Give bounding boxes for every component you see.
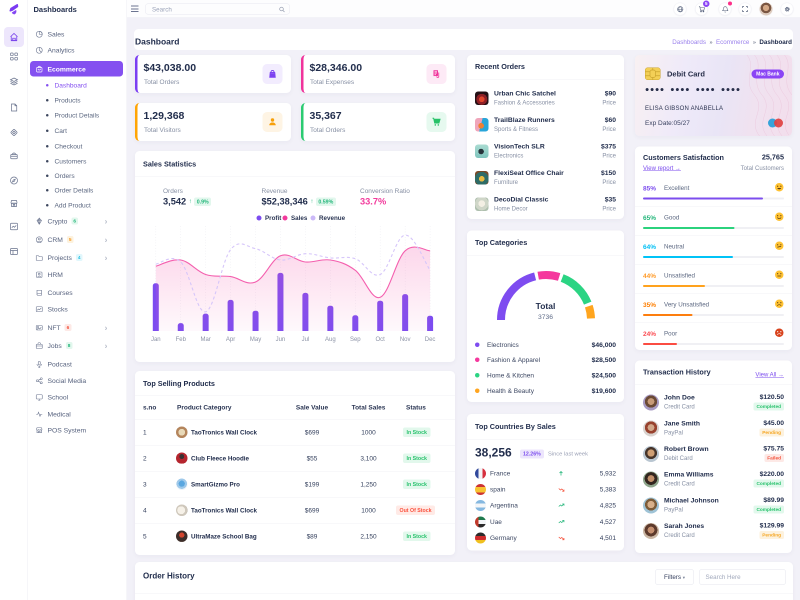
svg-text:Mar: Mar [200,337,210,343]
svg-text:Feb: Feb [176,337,187,343]
svg-text:Jan: Jan [151,337,161,343]
svg-text:Oct: Oct [376,337,386,343]
svg-text:Jun: Jun [276,337,286,343]
svg-text:Jul: Jul [302,337,310,343]
svg-text:Apr: Apr [226,337,235,343]
svg-text:May: May [250,337,261,343]
svg-text:Sep: Sep [350,337,361,343]
svg-text:Nov: Nov [400,337,411,343]
svg-text:Dec: Dec [425,337,436,343]
svg-text:Aug: Aug [325,337,336,343]
